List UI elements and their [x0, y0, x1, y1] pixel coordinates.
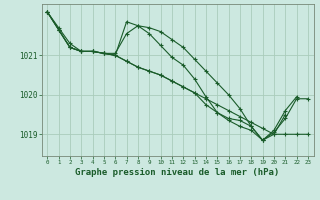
X-axis label: Graphe pression niveau de la mer (hPa): Graphe pression niveau de la mer (hPa) [76, 168, 280, 177]
